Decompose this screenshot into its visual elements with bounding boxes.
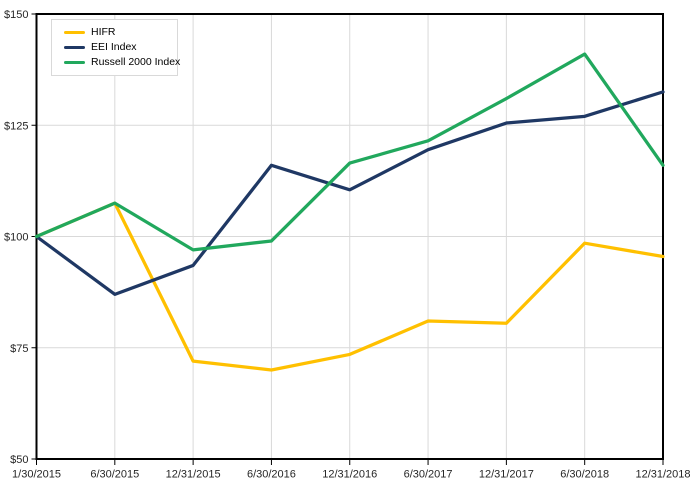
legend-label-russell-2000-index: Russell 2000 Index	[91, 56, 181, 69]
x-axis-tick-label: 1/30/2015	[12, 469, 61, 481]
y-axis-tick-label: $75	[10, 343, 28, 355]
x-axis-tick-label: 6/30/2015	[90, 469, 139, 481]
y-axis-tick-label: $125	[4, 120, 28, 132]
x-axis-tick-label: 12/31/2018	[635, 469, 690, 481]
series-line-russell-2000-index	[34, 52, 665, 252]
legend-label-eei-index: EEI Index	[91, 41, 137, 54]
legend-label-hifr: HIFR	[91, 26, 116, 39]
series-line-hifr	[34, 201, 665, 372]
chart-legend: HIFR EEI Index Russell 2000 Index	[51, 19, 180, 76]
gridlines	[36, 14, 663, 459]
y-axis-tick-label: $100	[4, 232, 28, 244]
legend-swatch-hifr	[64, 31, 85, 35]
x-axis-tick-label: 12/31/2015	[166, 469, 221, 481]
x-axis-tick-label: 6/30/2018	[560, 469, 609, 481]
x-axis-tick-label: 6/30/2017	[404, 469, 453, 481]
axis-ticks	[31, 13, 664, 465]
y-axis-tick-label: $50	[10, 454, 28, 466]
legend-item-russell-2000-index: Russell 2000 Index	[64, 57, 180, 68]
x-axis-tick-label: 12/31/2016	[322, 469, 377, 481]
legend-swatch-eei-index	[64, 46, 85, 49]
legend-item-eei-index: EEI Index	[64, 42, 173, 53]
series-line-eei-index	[34, 90, 665, 296]
legend-item-hifr: HIFR	[64, 27, 173, 38]
x-axis-tick-label: 12/31/2017	[479, 469, 534, 481]
x-axis-tick-label: 6/30/2016	[247, 469, 296, 481]
axis-labels: $50 $75 $100 $125 $150 1/30/2015 6/30/2015 12/3…	[4, 9, 691, 481]
y-axis-tick-label: $150	[4, 9, 28, 21]
legend-swatch-russell-2000-index	[64, 60, 85, 64]
